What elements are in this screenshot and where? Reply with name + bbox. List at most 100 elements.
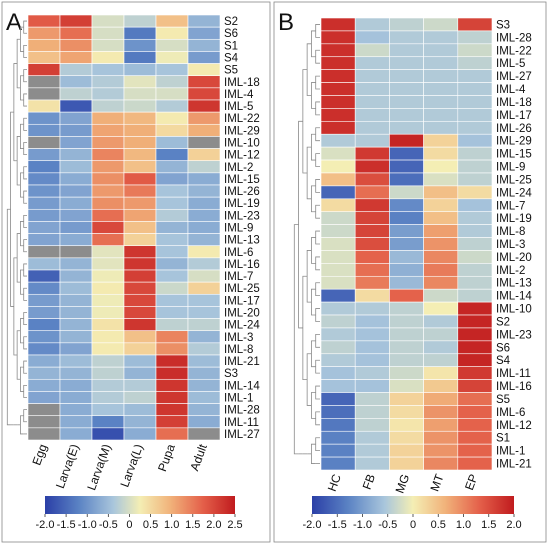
panel-a-dendrogram-branch xyxy=(23,263,27,277)
panel-a-colorbar-tick-label: 1.0 xyxy=(164,519,179,531)
panel-a-colorbar-tick-label: -1.0 xyxy=(78,519,97,531)
panel-b-cell xyxy=(354,56,390,70)
panel-b-cell xyxy=(423,340,459,355)
panel-b-cell xyxy=(457,314,493,329)
panel-a-cell xyxy=(187,269,221,283)
panel-b-cell xyxy=(457,17,493,32)
panel-a-heatmap xyxy=(27,14,221,441)
panel-a-cell xyxy=(59,257,93,271)
panel-b-cell xyxy=(320,146,356,161)
panel-b-cell xyxy=(457,418,493,432)
panel-b-cell xyxy=(354,95,390,109)
panel-b-cell xyxy=(389,133,424,148)
panel-a-cell xyxy=(27,160,61,174)
panel-b-cell xyxy=(457,198,493,213)
panel-b-cell xyxy=(423,133,459,148)
panel-b-cell xyxy=(457,172,493,187)
panel-a-cell xyxy=(59,75,93,89)
panel-a-row-label: S2 xyxy=(224,16,238,28)
panel-b-cell xyxy=(354,443,390,458)
panel-a-cell xyxy=(187,14,221,28)
panel-b-cell xyxy=(423,121,459,135)
panel-b-cell xyxy=(354,327,390,342)
panel-b-cell xyxy=(320,69,356,83)
panel-a-cell xyxy=(27,391,61,404)
panel-b-cell xyxy=(389,146,424,161)
panel-a-colorbar-tick-label: 0 xyxy=(126,519,132,531)
panel-a-column-label: Larva(L) xyxy=(117,442,145,489)
panel-a-cell xyxy=(27,99,61,113)
panel-a-cell xyxy=(91,403,125,417)
panel-a-cell xyxy=(187,38,221,52)
panel-a-cell xyxy=(123,14,157,28)
panel-a-row-label: IML-4 xyxy=(224,89,254,101)
panel-a-cell xyxy=(59,123,93,137)
panel-b-colorbar-gradient xyxy=(312,496,514,514)
panel-b-cell xyxy=(457,82,493,96)
panel-a-cell xyxy=(91,63,125,77)
panel-a-row-label: IML-28 xyxy=(224,405,260,417)
panel-a-label: A xyxy=(6,9,22,36)
panel-a-cell xyxy=(27,245,61,259)
panel-b-cell xyxy=(354,159,390,174)
panel-a-cell xyxy=(91,330,125,344)
panel-a-cell xyxy=(123,293,157,307)
panel-b-cell xyxy=(423,237,459,251)
panel-a-cell xyxy=(155,160,189,174)
panel-a-dendrogram-branch xyxy=(16,233,21,283)
panel-b-cell xyxy=(354,353,390,367)
panel-a-row-label: IML-23 xyxy=(224,210,260,222)
panel-b-cell xyxy=(457,159,493,174)
panel-a-cell xyxy=(155,208,189,222)
panel-a-cell xyxy=(155,184,189,198)
panel-b-cell xyxy=(354,198,390,213)
panel-b-cell xyxy=(320,198,356,213)
panel-a-colorbar-tick-label: 2.5 xyxy=(227,519,242,531)
panel-b-dendrogram-branch xyxy=(306,353,312,406)
panel-b-cell xyxy=(320,121,356,135)
panel-a-cell xyxy=(155,233,189,247)
panel-b-dendrogram-branch xyxy=(315,308,320,322)
panel-a-cell xyxy=(27,38,61,52)
panel-b-row-label: IML-22 xyxy=(496,45,532,57)
panel-a-cell xyxy=(59,245,93,259)
panel-b-colorbar-tick-label: -1.0 xyxy=(353,519,372,531)
panel-a-row-label: IML-7 xyxy=(224,271,253,283)
panel-b-cell xyxy=(320,263,356,277)
panel-a-row-label: S3 xyxy=(224,368,238,380)
panel-a-cell xyxy=(155,75,189,89)
panel-b-cell xyxy=(457,30,493,45)
panel-a-cell xyxy=(155,123,189,137)
panel-a-cell xyxy=(155,354,189,368)
panel-b-cell xyxy=(320,288,356,303)
panel-a-column-label: Pupa xyxy=(155,442,178,473)
panel-a-dendrogram-branch xyxy=(10,111,14,307)
panel-a-cell xyxy=(91,293,125,307)
panel-b-cell xyxy=(423,353,459,367)
panel-b-cell xyxy=(389,263,424,277)
panel-a-cell xyxy=(155,427,189,441)
panel-b-row-label: IML-29 xyxy=(496,136,532,148)
panel-a-row-label: IML-16 xyxy=(224,259,260,271)
panel-b-cell xyxy=(320,327,356,342)
panel-a-cell xyxy=(155,415,189,429)
panel-b-dendrogram-branch xyxy=(315,75,320,90)
panel-b-cell xyxy=(354,17,390,32)
panel-a-cell xyxy=(91,318,125,332)
panel-a-cell xyxy=(91,87,125,101)
panel-a-cell xyxy=(59,196,93,210)
panel-a-cell xyxy=(59,184,93,198)
panel-a-row-label: IML-11 xyxy=(224,417,259,429)
panel-b-cell xyxy=(423,327,459,342)
panel-b-cell xyxy=(423,43,459,58)
panel-b-cell xyxy=(423,443,459,458)
panel-b-row-label: IML-8 xyxy=(496,226,525,238)
panel-a-column-label: Larva(E) xyxy=(53,442,82,490)
panel-b-row-label: IML-27 xyxy=(496,71,532,83)
panel-b-cell xyxy=(423,30,459,45)
panel-a-row-label: IML-3 xyxy=(224,332,253,344)
panel-a-cell xyxy=(187,318,221,332)
panel-a-cell xyxy=(59,378,93,392)
panel-a-dendrogram-branch xyxy=(13,257,18,356)
